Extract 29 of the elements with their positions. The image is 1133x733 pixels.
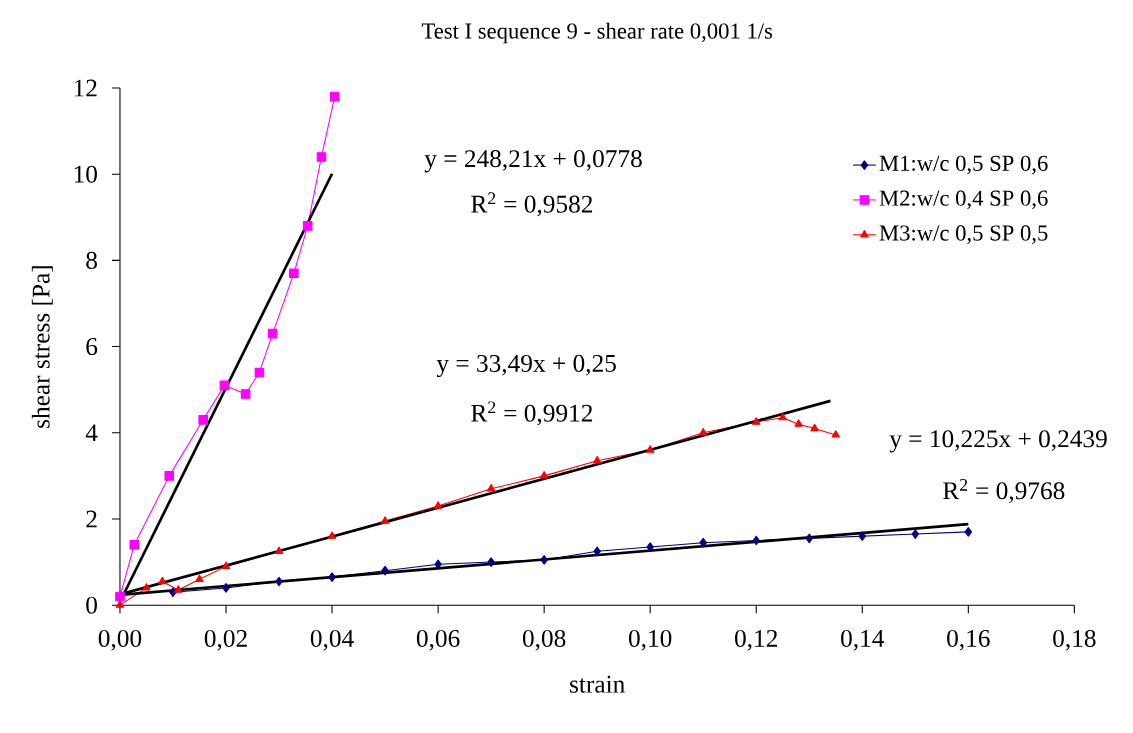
y-tick-label: 6: [86, 338, 98, 356]
annotation: y = 10,225x + 0,2439: [889, 430, 1107, 453]
x-tick-label: 0,00: [98, 629, 142, 651]
y-axis-title: shear stress [Pa]: [31, 266, 53, 428]
annotation: R$^{2}$ = 0,9582: [471, 192, 593, 217]
legend-label: M3:w/c 0,5 SP 0,5: [879, 225, 1048, 244]
y-tick-label: 4: [85, 424, 98, 442]
x-tick-label: 0,18: [1053, 629, 1096, 651]
annotation: y = 33,49x + 0,25: [436, 354, 616, 378]
x-tick-label: 0,02: [204, 629, 247, 651]
x-tick-label: 0,14: [841, 629, 885, 651]
x-tick-label: 0,10: [628, 629, 672, 651]
x-tick-label: 0,12: [735, 629, 777, 651]
x-tick-label: 0,06: [416, 629, 460, 651]
x-tick-label: 0,16: [947, 629, 990, 651]
chart-title: Test I sequence 9 - shear rate 0,001 1/s: [421, 22, 773, 44]
legend-label: M2:w/c 0,4 SP 0,6: [879, 190, 1048, 209]
y-tick-label: 8: [86, 251, 97, 269]
x-tick-label: 0,08: [522, 629, 566, 651]
annotation: R$^{2}$ = 0,9912: [471, 401, 593, 426]
y-tick-label: 10: [74, 165, 97, 183]
x-axis-title: strain: [570, 675, 625, 693]
annotation: R$^{2}$ = 0,9768: [943, 478, 1065, 503]
annotation: y = 248,21x + 0,0778: [424, 150, 642, 173]
y-tick-label: 12: [74, 79, 97, 97]
y-tick-label: 0: [86, 596, 97, 614]
x-tick-label: 0,04: [310, 629, 354, 651]
y-tick-label: 2: [86, 510, 97, 528]
legend-label: M1:w/c 0,5 SP 0,6: [879, 155, 1048, 175]
